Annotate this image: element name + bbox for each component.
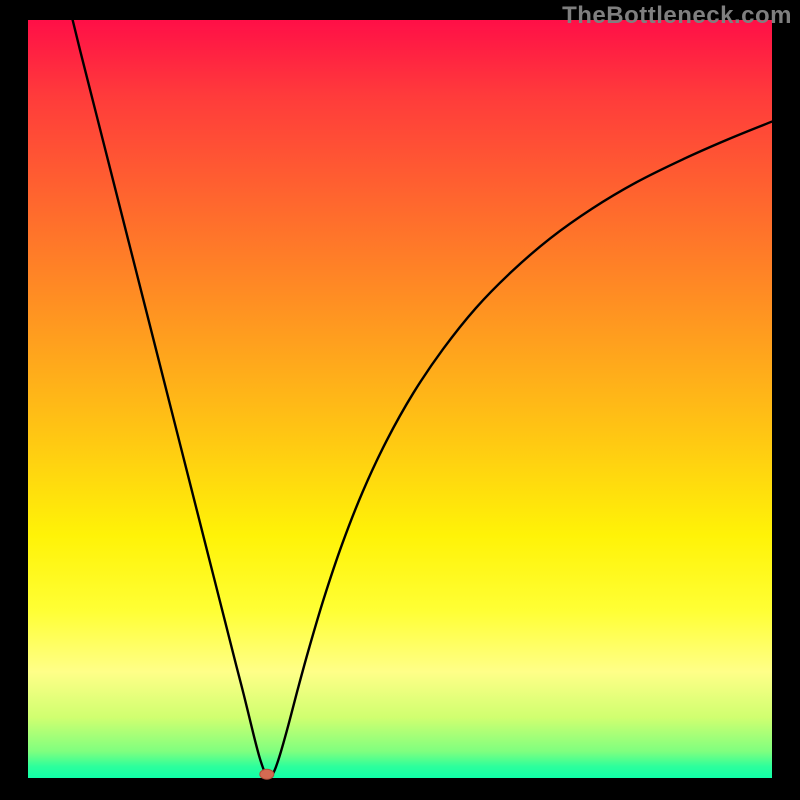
chart-background: [28, 20, 772, 778]
bottleneck-chart: [0, 0, 800, 800]
bottleneck-marker: [260, 769, 274, 779]
chart-stage: TheBottleneck.com: [0, 0, 800, 800]
